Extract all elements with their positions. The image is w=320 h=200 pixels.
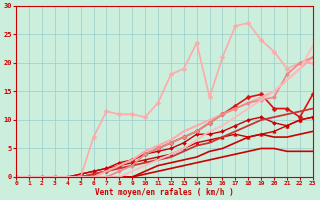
X-axis label: Vent moyen/en rafales ( km/h ): Vent moyen/en rafales ( km/h )	[95, 188, 234, 197]
